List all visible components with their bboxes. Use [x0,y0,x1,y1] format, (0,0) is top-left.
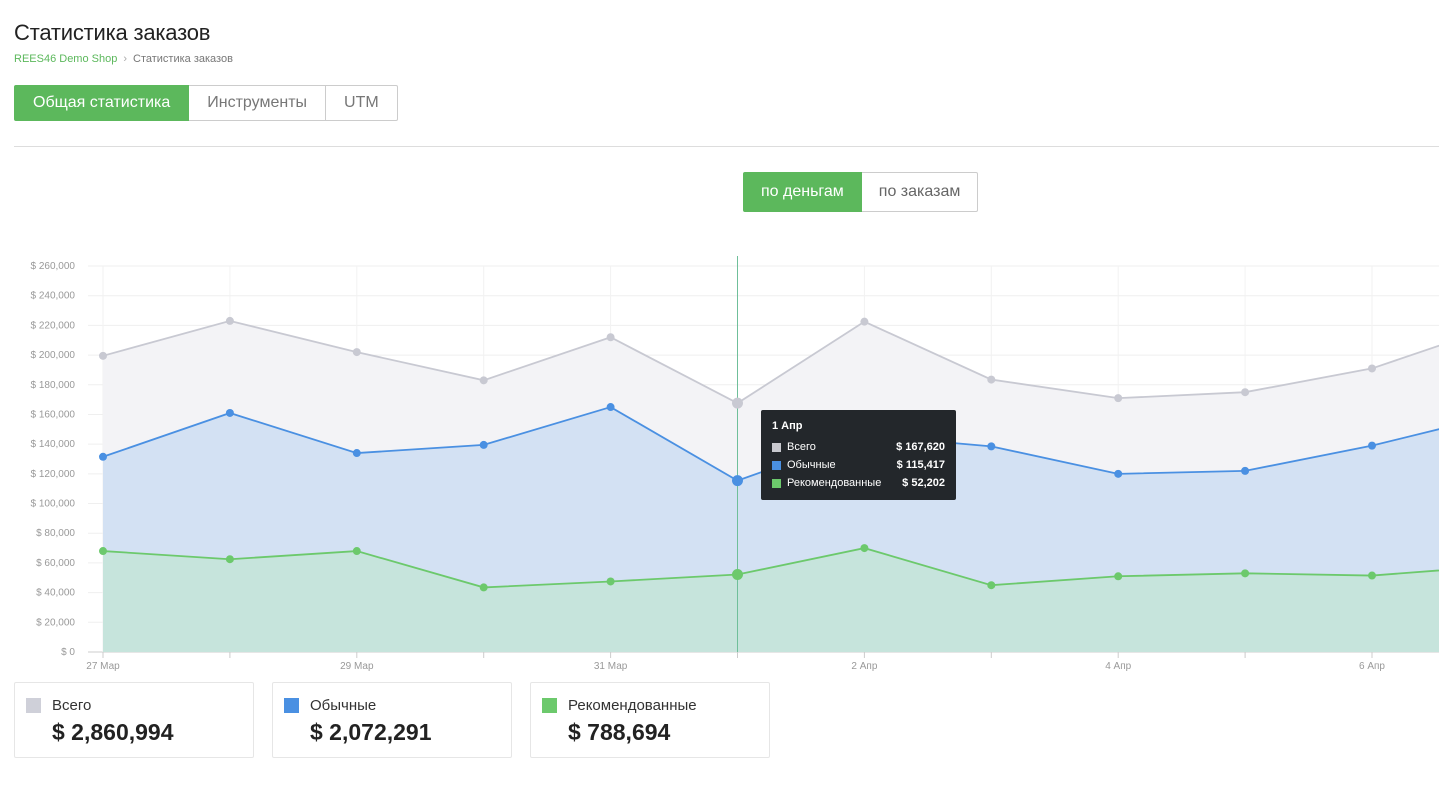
x-tick-label: 31 Мар [594,661,628,672]
recommended-card-label: Рекомендованные [568,697,697,714]
series-regular-point [225,408,234,417]
breadcrumb: REES46 Demo Shop › Статистика заказов [14,53,233,65]
series-regular-point [1241,466,1250,475]
y-tick-label: $ 160,000 [31,409,76,420]
series-regular-point [1114,469,1123,478]
series-total-point [1241,388,1250,397]
series-recommended-point [987,581,996,590]
tab-utm[interactable]: UTM [326,85,398,121]
x-tick-label: 6 Апр [1359,661,1385,672]
y-tick-label: $ 60,000 [36,558,75,569]
tab-tools[interactable]: Инструменты [189,85,327,121]
series-total-point [99,351,107,360]
series-total-point [1114,394,1123,403]
series-regular-point [479,440,488,449]
total-card-all: Всего $ 2,860,994 [14,682,254,758]
series-recommended-point [1368,571,1376,580]
y-tick-label: $ 120,000 [31,469,76,480]
divider [14,146,1439,147]
series-regular-point [352,449,361,458]
chart-tooltip: 1 Апр Всего $ 167,620 Обычные $ 115,417 … [761,410,956,500]
tooltip-recommended-value: $ 52,202 [902,477,945,489]
x-tick-label: 4 Апр [1105,661,1131,672]
series-total-point [225,316,234,325]
tooltip-recommended-swatch [772,478,781,488]
regular-swatch [284,698,299,713]
y-tick-label: $ 240,000 [31,291,76,302]
series-regular-point [1368,441,1376,450]
tooltip-regular-label: Обычные [787,459,836,471]
total-card-value: $ 2,860,994 [52,719,174,745]
breadcrumb-current: Статистика заказов [133,53,233,65]
orders-chart[interactable]: $ 0 $ 20,000 $ 40,000 $ 60,000 $ 80,000 $ 100… [0,240,1439,680]
tab-general-stats[interactable]: Общая статистика [14,85,190,121]
tooltip-date: 1 Апр [772,420,803,432]
x-tick-label: 27 Мар [86,661,120,672]
y-tick-label: $ 260,000 [31,261,76,272]
series-recommended-point [1241,569,1250,578]
series-recommended-point [352,547,361,556]
stats-tabs: Общая статистика Инструменты UTM [14,85,398,121]
y-tick-label: $ 220,000 [31,320,76,331]
series-total-line [102,320,1439,405]
series-regular-point [606,403,615,412]
by-money-button[interactable]: по деньгам [743,172,862,212]
series-total-point [732,397,743,409]
series-regular-point [987,442,996,451]
series-total-point [1368,364,1376,373]
x-tick-label: 29 Мар [340,661,374,672]
total-card-recommended: Рекомендованные $ 788,694 [530,682,770,758]
y-tick-label: $ 80,000 [36,528,75,539]
chart-mode-toggle: по деньгам по заказам [743,172,979,212]
y-tick-label: $ 180,000 [31,380,76,391]
series-total-point [860,317,869,326]
by-orders-button[interactable]: по заказам [861,172,979,212]
page-title: Статистика заказов [14,20,211,45]
tooltip-total-swatch [772,442,781,452]
x-tick-label: 2 Апр [851,661,877,672]
total-swatch [26,698,41,713]
tooltip-regular-swatch [772,460,781,470]
y-tick-label: $ 140,000 [31,439,76,450]
series-recommended-point [732,569,743,581]
series-recommended-point [99,547,107,556]
chevron-right-icon: › [123,53,128,65]
regular-card-label: Обычные [310,697,377,714]
series-recommended-point [225,555,234,564]
series-regular-point [732,475,743,487]
tooltip-row-total: Всего $ 167,620 [772,438,945,456]
tooltip-row-recommended: Рекомендованные $ 52,202 [772,474,945,492]
recommended-swatch [542,698,557,713]
y-tick-label: $ 40,000 [36,588,75,599]
series-recommended-point [606,577,615,586]
tooltip-recommended-label: Рекомендованные [787,477,882,489]
series-total-point [987,375,996,384]
tooltip-total-label: Всего [787,441,816,453]
series-total-point [352,348,361,357]
tooltip-row-regular: Обычные $ 115,417 [772,456,945,474]
y-tick-label: $ 200,000 [31,350,76,361]
y-tick-label: $ 0 [61,647,75,658]
y-tick-label: $ 20,000 [36,617,75,628]
series-regular-point [99,452,107,461]
series-total-point [479,376,488,385]
y-tick-label: $ 100,000 [31,499,76,510]
series-recommended-point [479,583,488,592]
regular-card-value: $ 2,072,291 [310,719,432,745]
series-recommended-line [102,547,1439,589]
total-card-label: Всего [52,697,92,714]
totals-cards: Всего $ 2,860,994 Обычные $ 2,072,291 Ре… [14,682,770,758]
total-card-regular: Обычные $ 2,072,291 [272,682,512,758]
tooltip-regular-value: $ 115,417 [896,459,945,471]
recommended-card-value: $ 788,694 [568,719,671,745]
series-total-point [606,333,615,342]
series-recommended-point [860,544,869,553]
breadcrumb-shop-link[interactable]: REES46 Demo Shop [14,53,118,65]
series-recommended-point [1114,572,1123,581]
tooltip-total-value: $ 167,620 [896,441,945,453]
